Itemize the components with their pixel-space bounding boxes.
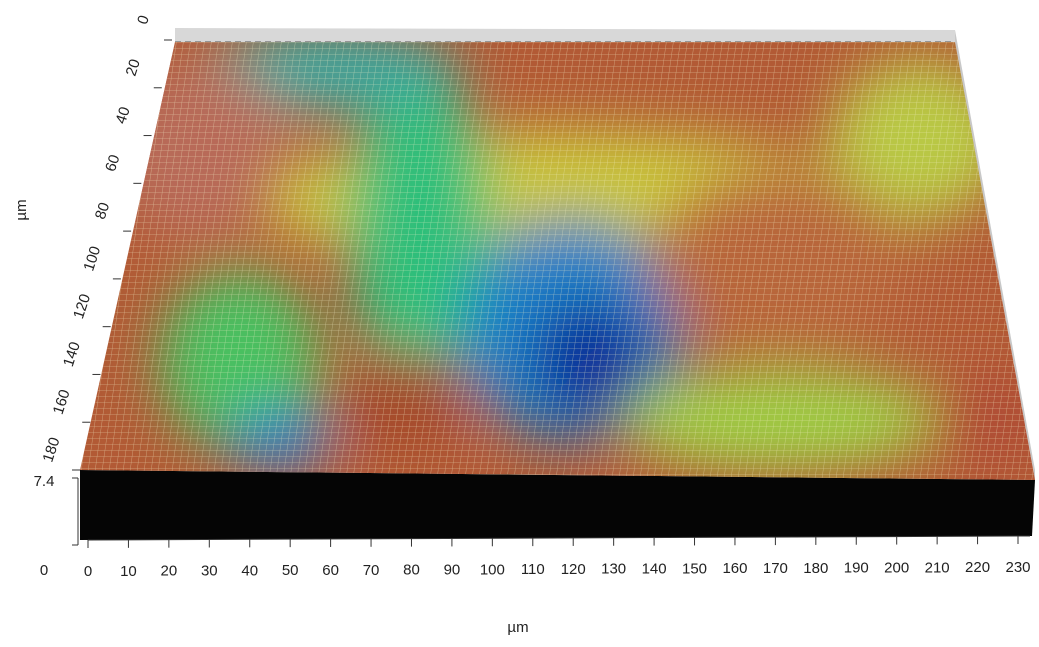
x-tick-label: 110	[521, 561, 545, 578]
x-tick-label: 0	[84, 563, 92, 580]
surface	[80, 42, 1035, 480]
x-tick-label: 190	[844, 560, 869, 577]
box	[80, 28, 1035, 540]
x-tick-label: 220	[965, 559, 990, 576]
x-tick-label: 160	[722, 560, 747, 577]
x-tick-label: 170	[763, 560, 788, 577]
x-tick-label: 120	[561, 561, 586, 578]
y-tick-label: 100	[80, 244, 104, 273]
y-tick-label: 80	[92, 200, 113, 221]
x-tick-label: 20	[161, 563, 178, 580]
z-tick-label: 7.4	[34, 473, 55, 490]
x-tick-label: 140	[642, 561, 667, 578]
x-tick-label: 70	[363, 562, 380, 579]
y-axis-label: µm	[13, 199, 30, 220]
x-tick-label: 210	[925, 559, 950, 576]
y-tick-label: 20	[123, 57, 144, 78]
x-axis-line	[87, 535, 1031, 541]
x-tick-label: 50	[282, 562, 299, 579]
z-tick-label: 0	[40, 562, 48, 579]
x-tick-label: 230	[1005, 559, 1030, 576]
x-tick-label: 40	[241, 562, 258, 579]
y-tick-label: 40	[112, 105, 133, 126]
y-tick-label: 180	[40, 435, 64, 464]
x-tick-label: 130	[601, 561, 626, 578]
x-tick-label: 180	[803, 560, 828, 577]
x-tick-label: 60	[322, 562, 339, 579]
y-tick-label: 140	[60, 340, 84, 369]
y-tick-label: 120	[70, 292, 94, 321]
x-tick-label: 30	[201, 562, 218, 579]
x-tick-label: 150	[682, 560, 707, 577]
x-axis-label: µm	[507, 619, 528, 636]
x-tick-label: 10	[120, 563, 137, 580]
y-tick-label: 0	[134, 13, 153, 26]
x-tick-label: 200	[884, 560, 909, 577]
x-tick-label: 80	[403, 562, 420, 579]
y-tick-label: 60	[102, 153, 123, 174]
x-tick-label: 100	[480, 561, 505, 578]
x-tick-label: 90	[444, 561, 461, 578]
y-tick-label: 160	[50, 388, 74, 417]
